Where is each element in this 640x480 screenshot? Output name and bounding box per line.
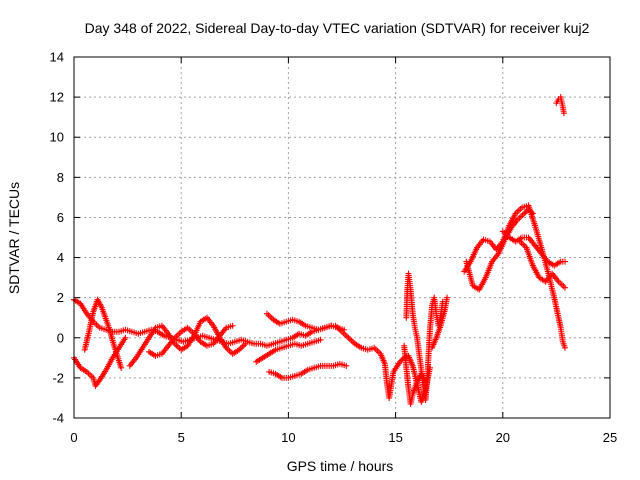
x-tick-label: 0 — [70, 430, 77, 445]
data-point — [529, 210, 536, 217]
data-point — [561, 344, 568, 351]
x-axis-label: GPS time / hours — [287, 458, 394, 474]
data-point — [526, 207, 533, 214]
y-tick-label: 14 — [50, 50, 64, 65]
x-tick-label: 25 — [603, 430, 617, 445]
data-point — [521, 210, 528, 217]
y-tick-label: 12 — [50, 90, 64, 105]
data-point — [229, 322, 236, 329]
x-tick-label: 15 — [388, 430, 402, 445]
data-points — [71, 94, 568, 407]
y-tick-label: -2 — [52, 370, 64, 385]
data-point — [422, 378, 429, 385]
data-point — [522, 209, 529, 216]
axis-ticks: 0 5 10 15 20 25 -4 -2 0 2 4 6 8 10 12 14 — [50, 50, 618, 446]
data-point — [317, 336, 324, 343]
chart-title: Day 348 of 2022, Sidereal Day-to-day VTE… — [85, 20, 590, 36]
plot-frame — [73, 56, 611, 419]
y-tick-label: 2 — [57, 290, 64, 305]
data-point — [561, 284, 568, 291]
data-point — [560, 110, 567, 117]
data-point — [528, 209, 535, 216]
y-tick-label: -4 — [52, 411, 64, 426]
y-axis-label: SDTVAR / TECUs — [6, 182, 22, 294]
data-point — [242, 340, 249, 347]
data-point — [118, 364, 125, 371]
data-point — [343, 362, 350, 369]
data-point — [561, 258, 568, 265]
x-tick-label: 20 — [496, 430, 510, 445]
y-tick-label: 0 — [57, 330, 64, 345]
data-point — [396, 358, 403, 365]
y-tick-label: 10 — [50, 130, 64, 145]
data-point — [122, 334, 129, 341]
x-tick-label: 5 — [178, 430, 185, 445]
x-tick-label: 10 — [281, 430, 295, 445]
data-point — [444, 294, 451, 301]
y-tick-label: 4 — [57, 250, 64, 265]
data-point — [525, 206, 532, 213]
y-tick-label: 8 — [57, 170, 64, 185]
y-tick-label: 6 — [57, 210, 64, 225]
